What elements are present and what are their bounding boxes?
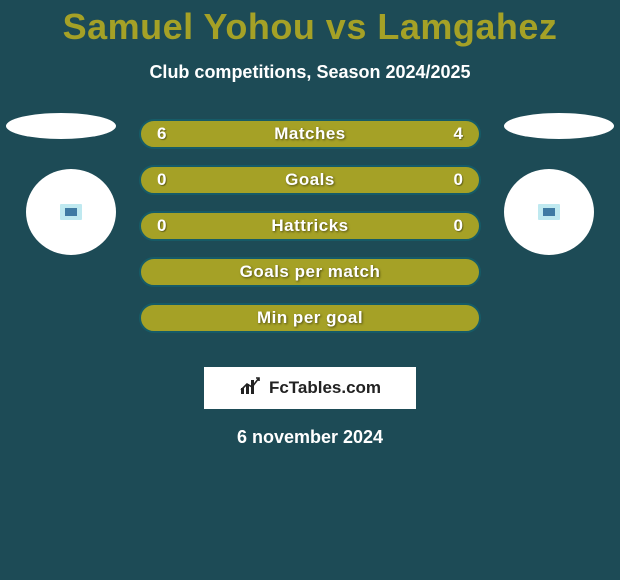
stat-left-value: 0 xyxy=(157,216,166,236)
stat-left-value: 0 xyxy=(157,170,166,190)
stat-label: Goals xyxy=(285,170,335,190)
stat-row-hattricks: 0 Hattricks 0 xyxy=(139,211,481,241)
stat-label: Goals per match xyxy=(240,262,381,282)
content-area: Samuel Yohou vs Lamgahez Club competitio… xyxy=(0,0,620,580)
date-line: 6 november 2024 xyxy=(237,427,383,448)
stats-area: 6 Matches 4 0 Goals 0 0 Hattricks 0 Goal… xyxy=(0,119,620,349)
stat-row-min-per-goal: Min per goal xyxy=(139,303,481,333)
stat-label: Matches xyxy=(274,124,346,144)
page-title: Samuel Yohou vs Lamgahez xyxy=(63,6,558,48)
fctables-logo: FcTables.com xyxy=(204,367,416,409)
left-club-badge-icon xyxy=(60,204,82,220)
left-player-ellipse xyxy=(6,113,116,139)
stat-right-value: 0 xyxy=(454,170,463,190)
stat-label: Min per goal xyxy=(257,308,363,328)
left-club-circle xyxy=(26,169,116,255)
right-player-ellipse xyxy=(504,113,614,139)
stat-row-goals: 0 Goals 0 xyxy=(139,165,481,195)
right-club-badge-icon xyxy=(538,204,560,220)
stat-right-value: 0 xyxy=(454,216,463,236)
subtitle: Club competitions, Season 2024/2025 xyxy=(149,62,470,83)
right-club-circle xyxy=(504,169,594,255)
stat-left-value: 6 xyxy=(157,124,166,144)
chart-icon xyxy=(239,376,263,401)
stat-right-value: 4 xyxy=(454,124,463,144)
logo-text: FcTables.com xyxy=(269,378,381,398)
stat-row-matches: 6 Matches 4 xyxy=(139,119,481,149)
stat-row-goals-per-match: Goals per match xyxy=(139,257,481,287)
stat-label: Hattricks xyxy=(271,216,348,236)
